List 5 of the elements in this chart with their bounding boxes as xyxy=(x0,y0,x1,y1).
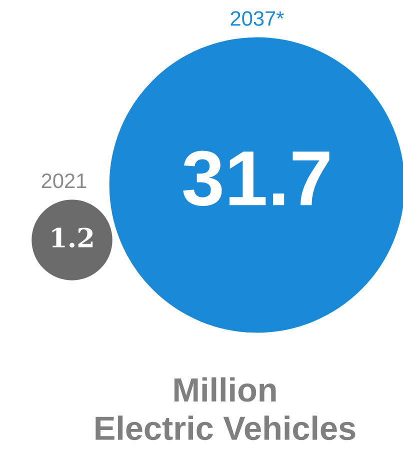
text: Million Electric Vehicles xyxy=(96,377,356,440)
category-label: 2021 xyxy=(42,173,86,188)
category-label: 2037* xyxy=(230,11,284,26)
data-label: 31.7 xyxy=(183,150,330,206)
data-label: 1.2 xyxy=(52,228,93,248)
